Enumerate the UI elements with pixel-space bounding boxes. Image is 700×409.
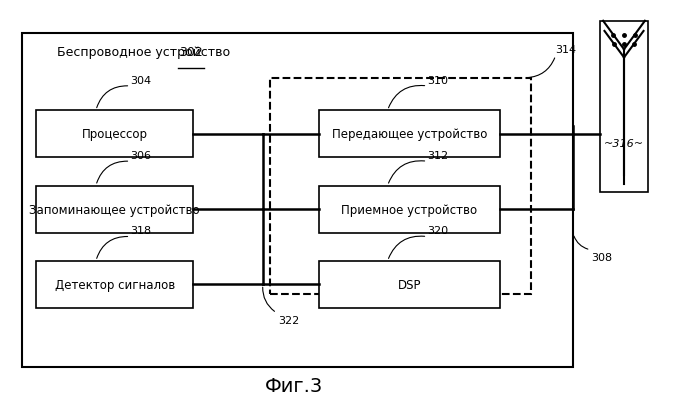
Text: 320: 320 <box>428 226 449 236</box>
Text: 322: 322 <box>278 315 300 325</box>
Bar <box>36 261 193 308</box>
Bar <box>36 111 193 158</box>
Text: 310: 310 <box>428 76 449 85</box>
Text: 302: 302 <box>179 46 203 59</box>
Bar <box>270 79 531 294</box>
Text: ~316~: ~316~ <box>604 139 644 148</box>
Text: 304: 304 <box>130 76 151 85</box>
Text: Детектор сигналов: Детектор сигналов <box>55 278 175 291</box>
Text: 306: 306 <box>130 151 151 161</box>
Text: Фиг.3: Фиг.3 <box>265 376 323 396</box>
Bar <box>318 261 500 308</box>
Text: Беспроводное устройство: Беспроводное устройство <box>57 46 238 59</box>
Bar <box>36 186 193 233</box>
Text: 308: 308 <box>592 252 612 262</box>
Bar <box>22 34 573 367</box>
Text: 314: 314 <box>556 45 577 55</box>
Bar <box>318 111 500 158</box>
Text: 312: 312 <box>428 151 449 161</box>
Bar <box>318 186 500 233</box>
Text: Запоминающее устройство: Запоминающее устройство <box>29 203 200 216</box>
Text: Процессор: Процессор <box>82 128 148 141</box>
Text: Приемное устройство: Приемное устройство <box>341 203 477 216</box>
Text: 318: 318 <box>130 226 151 236</box>
Bar <box>600 22 648 192</box>
Text: DSP: DSP <box>398 278 421 291</box>
Text: Передающее устройство: Передающее устройство <box>332 128 487 141</box>
